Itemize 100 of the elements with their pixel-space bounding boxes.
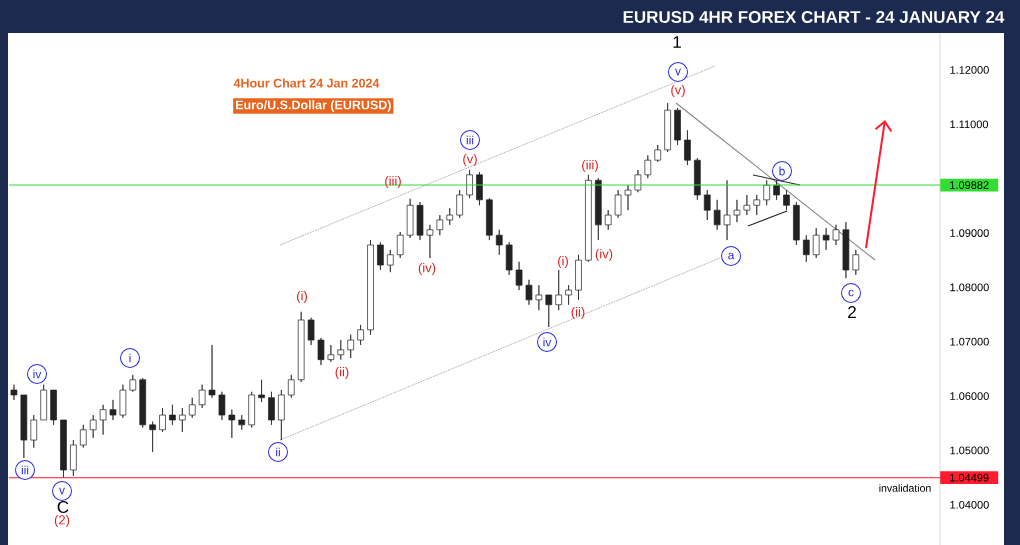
candlestick — [396, 231, 404, 259]
annotation: iii — [21, 465, 29, 475]
candlestick — [713, 199, 721, 230]
candlestick — [109, 399, 117, 421]
candlestick — [446, 207, 454, 226]
candlestick — [169, 404, 176, 426]
candlestick — [208, 344, 216, 398]
annotation: iv — [543, 337, 552, 347]
annotation: C — [57, 500, 69, 513]
candlestick — [822, 227, 830, 251]
candlestick — [644, 154, 652, 179]
candlestick — [545, 294, 553, 328]
annotation: invalidation — [879, 483, 931, 492]
candlestick — [367, 239, 374, 335]
candlestick — [30, 414, 38, 448]
candlestick — [79, 424, 87, 448]
annotation: i — [129, 353, 131, 363]
candlestick — [357, 324, 364, 346]
candlestick — [89, 414, 97, 439]
candlestick — [307, 317, 315, 346]
annotation: (iv) — [595, 248, 613, 261]
candlestick — [476, 171, 483, 206]
candlestick — [426, 224, 434, 259]
annotation: a — [728, 252, 735, 260]
candlestick — [842, 221, 850, 279]
candlestick — [129, 374, 137, 392]
annotation: v — [59, 487, 65, 494]
annotation: (ii) — [571, 306, 585, 319]
candlestick — [377, 241, 384, 271]
candlestick — [238, 414, 246, 430]
text: 4Hour Chart 24 Jan 2024 — [233, 78, 380, 88]
y-tick-label: 1.04000 — [950, 500, 989, 509]
annotation: b — [779, 166, 785, 176]
candlestick — [812, 227, 820, 259]
candlestick — [743, 194, 751, 216]
candlestick — [70, 439, 77, 477]
candlestick — [832, 224, 840, 246]
candlestick — [248, 391, 255, 428]
candlestick — [218, 391, 226, 421]
candlestick — [337, 339, 345, 360]
candlestick — [664, 102, 671, 153]
annotation: ii — [276, 447, 280, 457]
annotation: (ii) — [335, 366, 349, 379]
candlestick — [456, 189, 463, 218]
candlestick — [159, 407, 166, 433]
candlestick — [228, 409, 236, 439]
candlestick — [139, 377, 147, 428]
y-tick-label: 1.12000 — [950, 65, 989, 74]
candlestick — [347, 334, 355, 359]
candlestick — [525, 279, 533, 305]
y-tick-label: 1.08000 — [950, 283, 989, 292]
candlestick — [733, 199, 741, 223]
candlestick — [188, 397, 196, 418]
candlestick — [753, 194, 761, 216]
candlestick — [604, 209, 612, 230]
candlestick — [287, 374, 295, 398]
annotation: (iii) — [582, 159, 598, 172]
ref-line-label: 1.04499 — [950, 473, 989, 482]
candlestick — [505, 241, 513, 276]
candlestick — [684, 129, 691, 166]
candlestick — [50, 389, 57, 426]
y-tick-label: 1.05000 — [950, 446, 989, 455]
y-tick-label: 1.07000 — [950, 337, 989, 346]
candlestick — [99, 404, 107, 435]
candlestick — [486, 197, 493, 241]
candlestick — [297, 311, 305, 383]
candlestick — [466, 169, 473, 199]
candlestick — [575, 254, 582, 301]
annotation: (v) — [671, 84, 685, 97]
candlestick — [406, 198, 414, 239]
annotation: v — [675, 68, 681, 75]
candlestick — [594, 177, 602, 241]
annotation: iii — [466, 135, 474, 145]
candlestick — [278, 389, 285, 441]
candlestick — [387, 249, 394, 273]
candlestick — [802, 234, 810, 262]
candlestick — [416, 201, 424, 241]
y-tick-label: 1.11000 — [950, 120, 989, 129]
candlestick — [852, 249, 860, 276]
candlestick — [436, 214, 444, 236]
annotation: iv — [33, 369, 42, 379]
candlestick — [198, 384, 206, 409]
candlestick — [327, 344, 335, 362]
annotation: (iii) — [385, 175, 401, 188]
candlestick — [723, 179, 731, 241]
candlestick — [60, 419, 67, 478]
candlestick — [555, 269, 563, 311]
annotation: (iv) — [418, 262, 436, 275]
annotation: (i) — [558, 255, 568, 268]
candlestick — [40, 384, 47, 421]
y-tick-label: 1.06000 — [950, 392, 989, 400]
candlestick — [20, 394, 28, 459]
annotation: c — [848, 289, 854, 297]
chart-title: EURUSD 4HR FOREX CHART - 24 JANUARY 24 — [623, 10, 1005, 23]
candlestick — [317, 337, 325, 366]
candlestick — [515, 261, 523, 291]
annotation: Euro/U.S.Dollar (EURUSD) — [236, 99, 391, 112]
ref-line-label: 1.09882 — [950, 181, 989, 189]
candlestick — [179, 407, 186, 433]
candlestick — [495, 229, 503, 255]
